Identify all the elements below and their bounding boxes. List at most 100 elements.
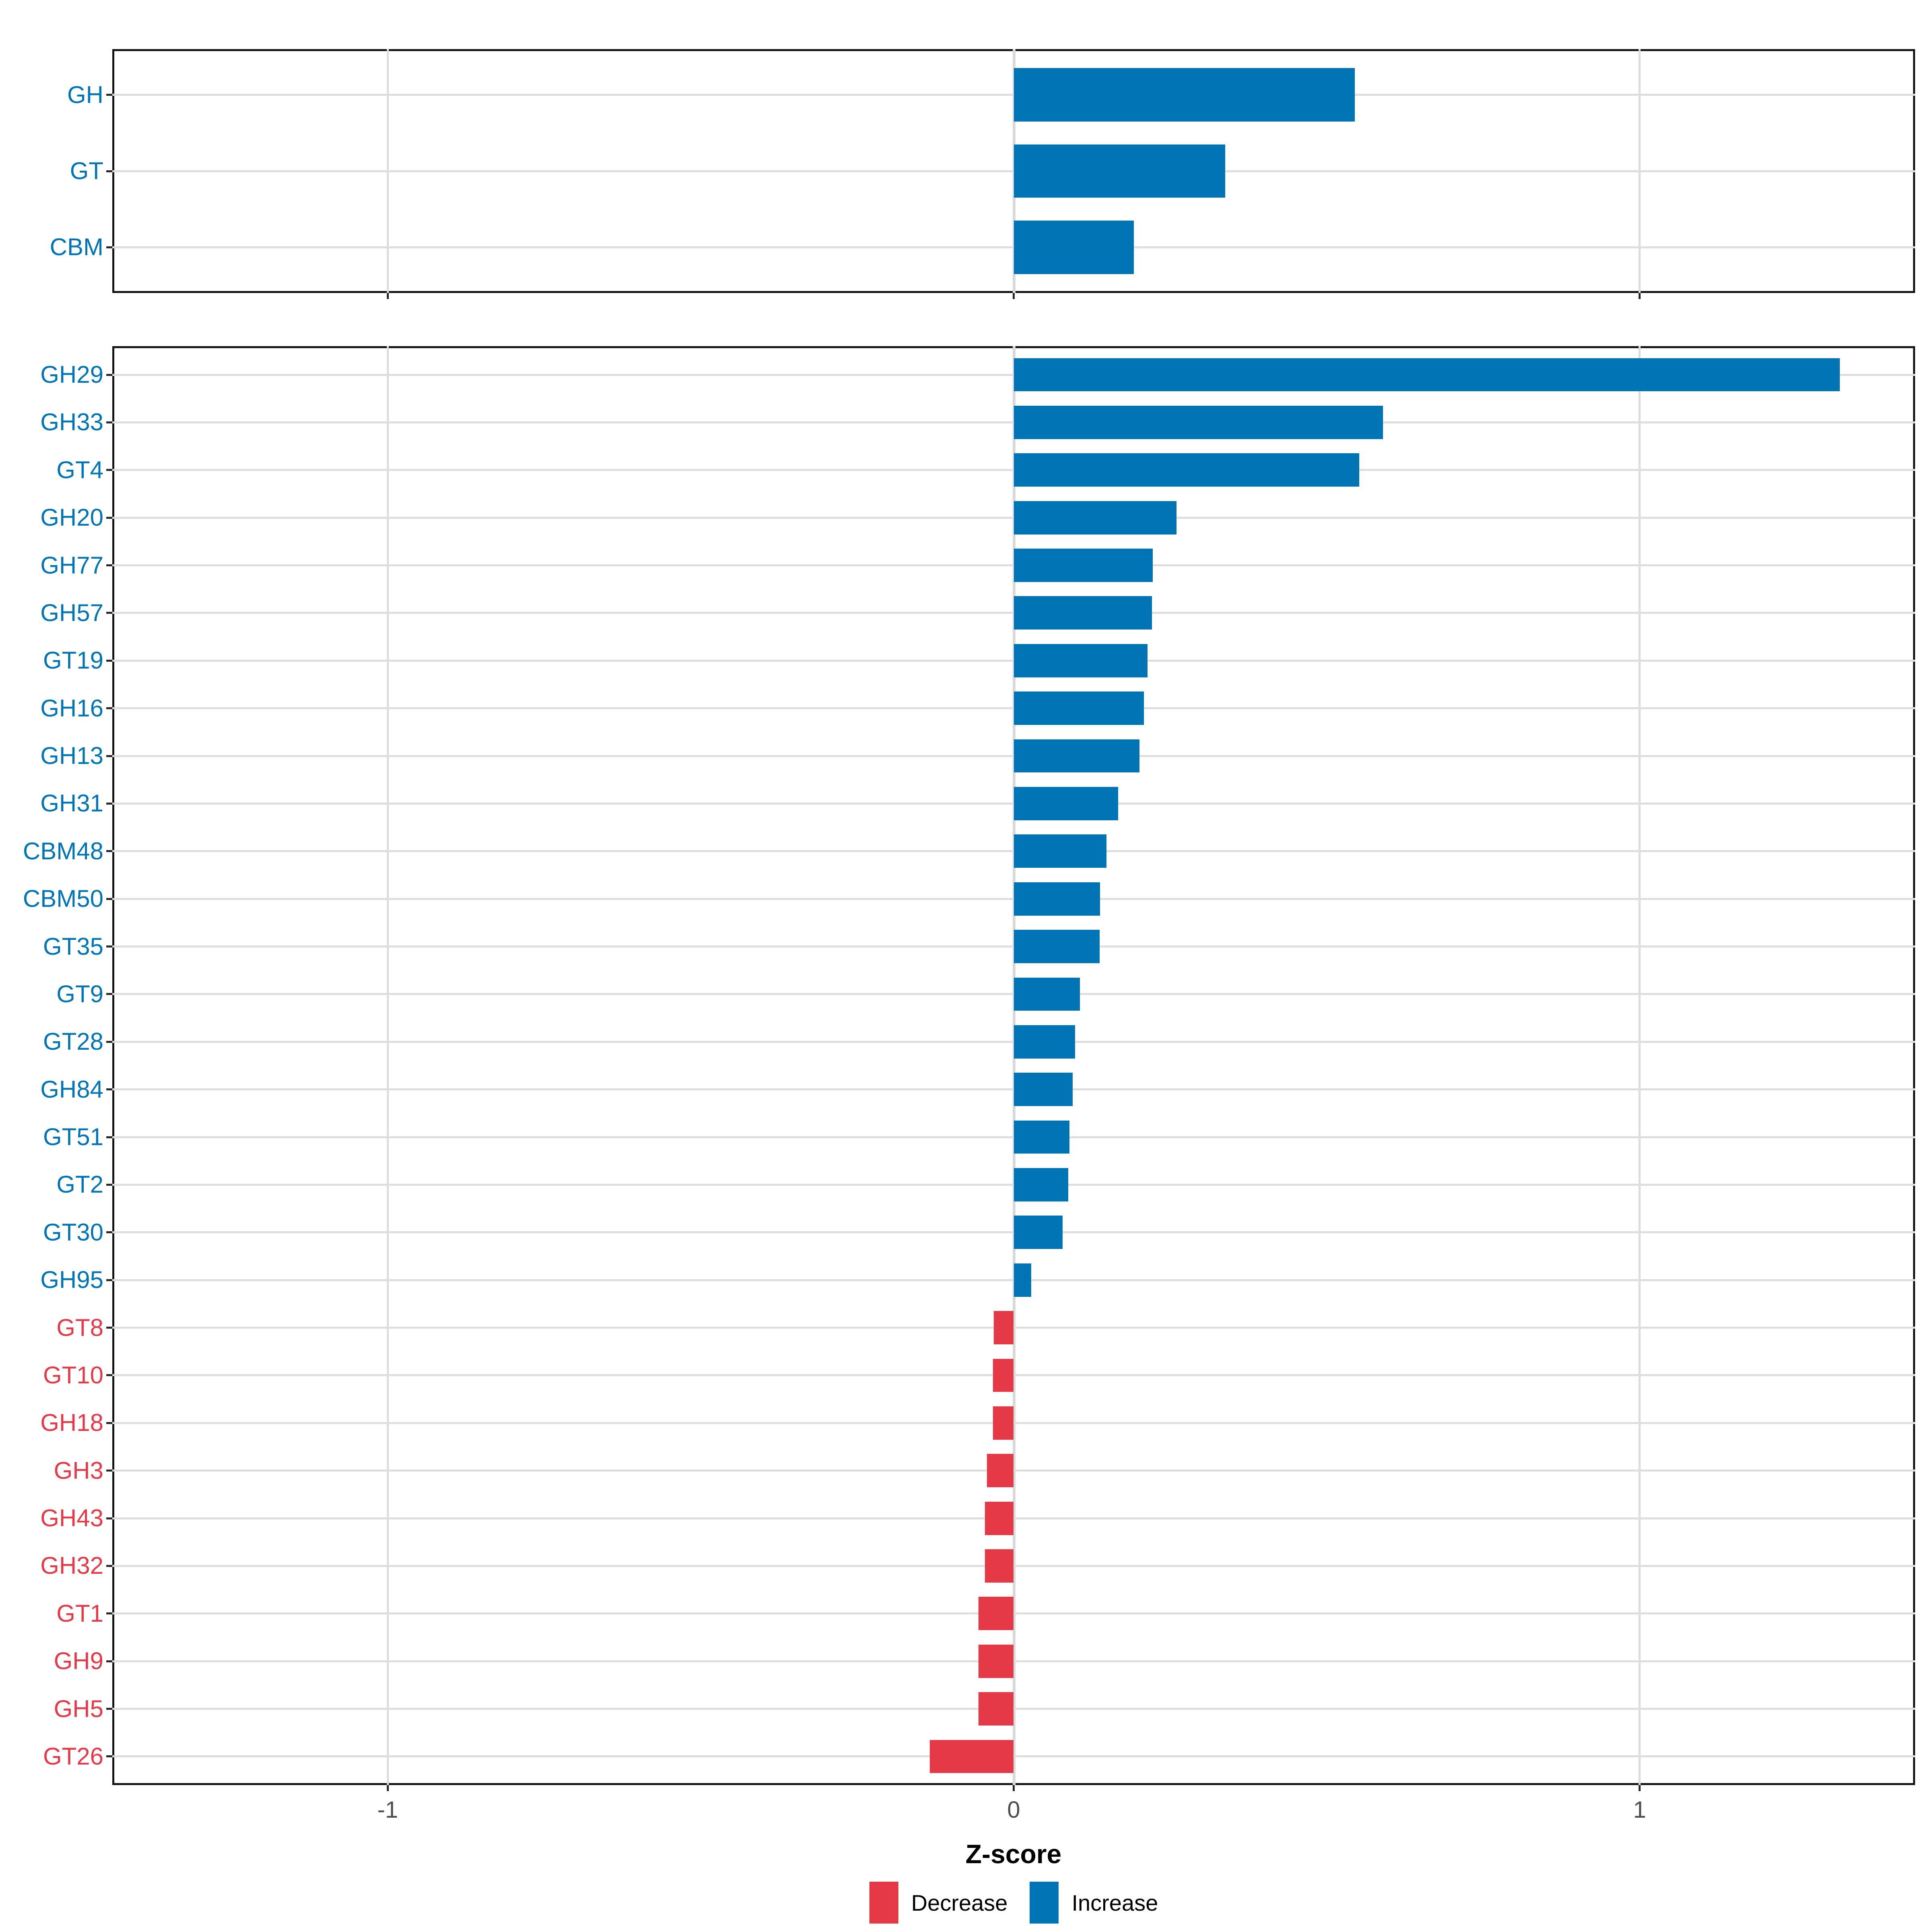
y-tick-GH16 xyxy=(106,707,112,710)
bar-GH77 xyxy=(1013,549,1153,582)
legend-item-increase: Increase xyxy=(1030,1882,1158,1924)
y-tick-GH77 xyxy=(106,564,112,567)
category-label-GH3: GH3 xyxy=(54,1457,103,1484)
x-tick-mark--1 xyxy=(386,293,389,299)
category-label-GH18: GH18 xyxy=(40,1409,103,1437)
category-label-GT28: GT28 xyxy=(43,1028,103,1055)
y-tick-GH xyxy=(106,94,112,96)
category-label-GT51: GT51 xyxy=(43,1123,103,1151)
x-axis-title: Z-score xyxy=(965,1839,1062,1869)
bar-GH43 xyxy=(985,1501,1014,1535)
x-tick-mark-1 xyxy=(1639,1785,1641,1791)
category-label-GT9: GT9 xyxy=(56,980,103,1007)
y-tick-GT30 xyxy=(106,1231,112,1234)
bar-GT19 xyxy=(1013,644,1148,677)
y-tick-GT8 xyxy=(106,1327,112,1329)
y-tick-GT1 xyxy=(106,1612,112,1615)
bar-GT9 xyxy=(1013,977,1080,1011)
bar-GH57 xyxy=(1013,596,1152,630)
y-tick-GT9 xyxy=(106,993,112,995)
bar-GH32 xyxy=(985,1549,1014,1583)
category-label-GT1: GT1 xyxy=(56,1600,103,1627)
category-label-GT8: GT8 xyxy=(56,1314,103,1341)
gridline-x--1 xyxy=(386,346,389,1785)
category-label-GT30: GT30 xyxy=(43,1218,103,1246)
y-tick-GH57 xyxy=(106,612,112,614)
gridline-row-GT8 xyxy=(112,1327,1915,1329)
bar-GT51 xyxy=(1013,1120,1069,1154)
bar-GT30 xyxy=(1013,1216,1063,1249)
bar-GH16 xyxy=(1013,691,1144,725)
x-tick-label-1: 1 xyxy=(1633,1797,1646,1823)
y-tick-GH13 xyxy=(106,755,112,757)
y-tick-GH32 xyxy=(106,1565,112,1567)
y-tick-GT10 xyxy=(106,1374,112,1377)
y-tick-GH31 xyxy=(106,802,112,805)
x-tick-mark-0 xyxy=(1013,293,1015,299)
bar-GH xyxy=(1013,68,1355,122)
y-tick-GT4 xyxy=(106,469,112,471)
category-label-GT10: GT10 xyxy=(43,1361,103,1389)
bar-GH84 xyxy=(1013,1073,1073,1106)
decrease-swatch xyxy=(869,1882,898,1924)
gridline-row-GH43 xyxy=(112,1517,1915,1519)
bar-GH5 xyxy=(978,1692,1014,1726)
bar-GH95 xyxy=(1013,1263,1032,1297)
y-tick-GT19 xyxy=(106,659,112,662)
gridline-row-GT1 xyxy=(112,1612,1915,1615)
category-label-GH32: GH32 xyxy=(40,1552,103,1579)
bar-GH9 xyxy=(978,1644,1014,1678)
category-label-GH84: GH84 xyxy=(40,1075,103,1103)
category-label-GH: GH xyxy=(67,81,103,108)
gridline-x-1 xyxy=(1639,346,1641,1785)
legend-label-increase: Increase xyxy=(1071,1890,1158,1915)
category-label-GH43: GH43 xyxy=(40,1505,103,1532)
y-tick-CBM50 xyxy=(106,898,112,900)
bar-GT28 xyxy=(1013,1025,1075,1059)
bar-GH29 xyxy=(1013,358,1840,392)
category-label-GH31: GH31 xyxy=(40,790,103,817)
gridline-row-GH9 xyxy=(112,1660,1915,1662)
y-tick-GH95 xyxy=(106,1279,112,1281)
bar-CBM xyxy=(1013,221,1134,274)
category-label-CBM50: CBM50 xyxy=(23,885,103,912)
bar-GH31 xyxy=(1013,786,1119,820)
legend-label-decrease: Decrease xyxy=(911,1890,1008,1915)
category-label-GT4: GT4 xyxy=(56,456,103,483)
x-tick-mark-1 xyxy=(1639,293,1641,299)
category-label-GH29: GH29 xyxy=(40,361,103,388)
y-tick-GH33 xyxy=(106,421,112,423)
gridline-row-GT26 xyxy=(112,1755,1915,1758)
x-tick-mark--1 xyxy=(386,1785,389,1791)
y-tick-GH84 xyxy=(106,1088,112,1091)
category-label-GT2: GT2 xyxy=(56,1171,103,1198)
category-label-GH33: GH33 xyxy=(40,409,103,436)
y-tick-GH3 xyxy=(106,1470,112,1472)
x-tick-mark-0 xyxy=(1013,1785,1015,1791)
bar-GT10 xyxy=(993,1358,1014,1392)
bar-GT8 xyxy=(993,1311,1014,1344)
y-tick-CBM48 xyxy=(106,850,112,852)
gridline-row-GT10 xyxy=(112,1374,1915,1377)
bar-GH13 xyxy=(1013,739,1140,773)
gridline-x-0 xyxy=(1013,346,1016,1785)
category-label-GH9: GH9 xyxy=(54,1647,103,1675)
bar-GH33 xyxy=(1013,405,1383,439)
category-label-GH20: GH20 xyxy=(40,504,103,531)
bar-CBM50 xyxy=(1013,882,1100,916)
category-label-GT19: GT19 xyxy=(43,647,103,674)
y-tick-GT26 xyxy=(106,1755,112,1758)
y-tick-GT2 xyxy=(106,1183,112,1186)
gridline-row-GH3 xyxy=(112,1470,1915,1472)
x-tick-label-0: 0 xyxy=(1007,1797,1020,1823)
y-tick-GH9 xyxy=(106,1660,112,1662)
y-tick-GH20 xyxy=(106,516,112,519)
category-label-GH16: GH16 xyxy=(40,694,103,722)
category-label-GH95: GH95 xyxy=(40,1266,103,1294)
gridline-row-GH32 xyxy=(112,1565,1915,1567)
bar-GT26 xyxy=(930,1740,1014,1773)
y-tick-GH43 xyxy=(106,1517,112,1519)
y-tick-GT35 xyxy=(106,945,112,948)
bar-GT35 xyxy=(1013,930,1100,963)
